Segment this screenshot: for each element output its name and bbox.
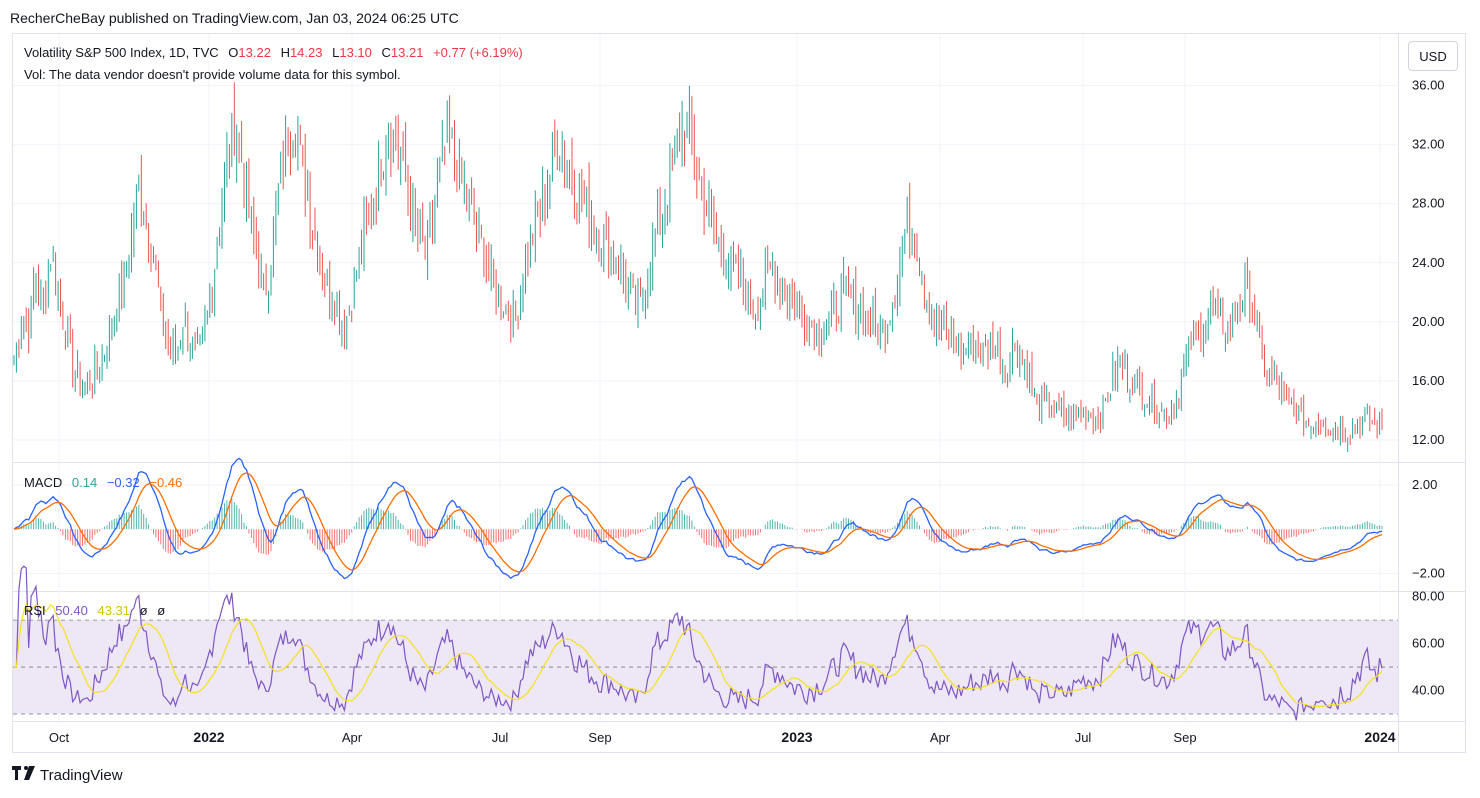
rsi-title: RSI [24,603,46,618]
macd-line-value: −0.32 [106,475,140,490]
macd-legend[interactable]: MACD 0.14 −0.32 −0.46 [24,475,188,490]
rsi-line [14,565,1383,721]
time-tick-label: 2023 [781,729,812,745]
chart-frame [12,33,1466,753]
axis-layer: 36.00 32.00 28.00 24.00 20.00 16.00 12.00 Oct 20… [49,78,1445,745]
rsi-ma-value: 43.31 [97,603,131,618]
candles-layer [13,82,1383,452]
time-tick-label: Oct [49,730,70,745]
publisher-header: RecherCheBay published on TradingView.co… [10,10,459,26]
volume-notice: Vol: The data vendor doesn't provide vol… [24,67,401,82]
time-tick-label: Apr [930,730,951,745]
macd-tick-label: 2.00 [1412,477,1437,492]
rsi-extra-2: ø [157,603,166,618]
grid-layer [13,34,1398,721]
price-tick-label: 36.00 [1412,78,1445,93]
macd-title: MACD [24,475,63,490]
low-value: L13.10 [332,45,372,60]
tradingview-logo[interactable]: TradingView [12,766,123,784]
price-tick-label: 20.00 [1412,314,1445,329]
time-tick-label: 2022 [193,729,224,745]
close-value: C13.21 [381,45,424,60]
macd-layer [13,457,1383,580]
rsi-layer [13,565,1398,721]
price-tick-label: 32.00 [1412,137,1445,152]
time-tick-label: Sep [588,730,611,745]
time-tick-label: Sep [1173,730,1196,745]
currency-button[interactable]: USD [1408,41,1458,71]
rsi-ma-line [14,602,1383,708]
macd-line [13,457,1383,580]
rsi-tick-label: 40.00 [1412,683,1445,698]
macd-signal-value: −0.46 [149,475,183,490]
macd-hist-value: 0.14 [71,475,98,490]
rsi-tick-label: 80.00 [1412,589,1445,604]
price-tick-label: 24.00 [1412,255,1445,270]
price-tick-label: 28.00 [1412,196,1445,211]
ohlc-legend: Volatility S&P 500 Index, 1D, TVC O13.22… [24,45,529,60]
brand-name: TradingView [40,766,123,784]
time-tick-label: Jul [492,730,509,745]
tradingview-logo-icon [12,766,36,784]
change-value: +0.77 (+6.19%) [433,45,523,60]
macd-signal-line [13,472,1383,573]
rsi-tick-label: 60.00 [1412,636,1445,651]
time-tick-label: 2024 [1364,729,1395,745]
time-tick-label: Jul [1075,730,1092,745]
rsi-value: 50.40 [55,603,88,618]
price-tick-label: 12.00 [1412,432,1445,447]
open-value: O13.22 [228,45,271,60]
time-tick-label: Apr [342,730,363,745]
price-tick-label: 16.00 [1412,373,1445,388]
macd-tick-label: −2.00 [1412,565,1445,580]
symbol-name[interactable]: Volatility S&P 500 Index, 1D, TVC [24,45,219,60]
rsi-extra-1: ø [139,603,148,618]
high-value: H14.23 [280,45,323,60]
rsi-legend[interactable]: RSI 50.40 43.31 ø ø [24,603,171,618]
